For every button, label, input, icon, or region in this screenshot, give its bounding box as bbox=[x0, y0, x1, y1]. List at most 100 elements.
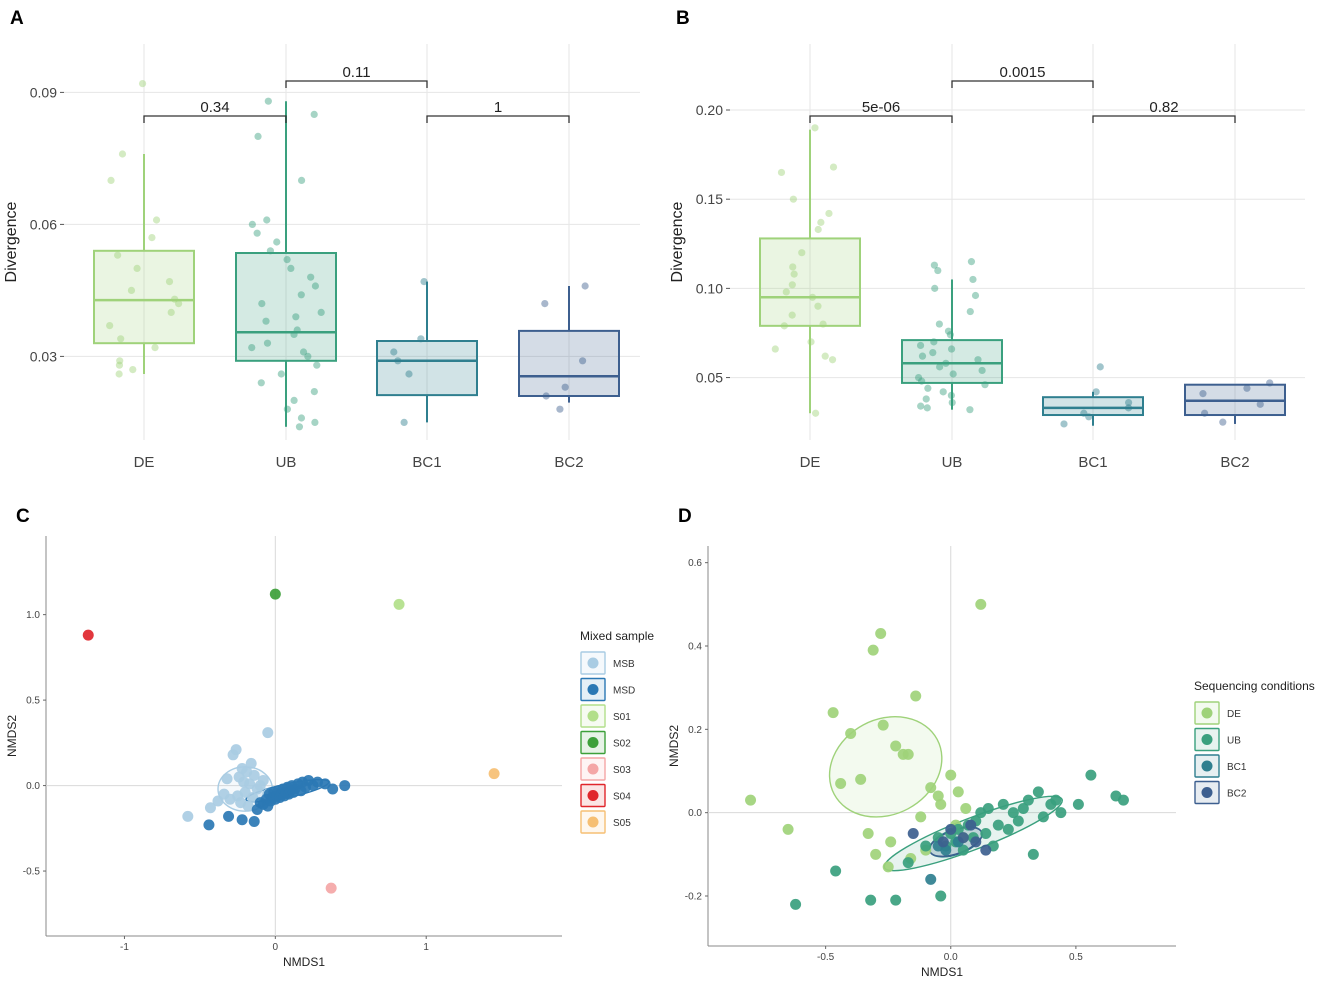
point-ub bbox=[902, 857, 914, 869]
ellipse-de bbox=[828, 716, 943, 818]
data-point bbox=[777, 168, 786, 177]
legend-label: S02 bbox=[613, 739, 631, 750]
x-tick-label: DE bbox=[800, 454, 821, 471]
point-de bbox=[915, 811, 927, 823]
data-point bbox=[578, 357, 587, 365]
data-point bbox=[971, 291, 980, 300]
data-point bbox=[923, 404, 931, 412]
legend-label: MSB bbox=[613, 659, 635, 670]
x-tick-label: -0.5 bbox=[817, 952, 835, 963]
data-point bbox=[966, 307, 974, 316]
data-point bbox=[417, 335, 425, 343]
box-bc1 bbox=[1042, 396, 1144, 417]
data-point bbox=[966, 406, 974, 414]
data-point bbox=[581, 282, 589, 290]
data-point bbox=[116, 357, 124, 365]
point-de bbox=[835, 778, 847, 789]
point-de bbox=[855, 773, 867, 785]
point-msd bbox=[339, 780, 351, 792]
point-msd bbox=[236, 814, 248, 826]
data-point bbox=[771, 345, 779, 353]
panel-b-plot: 0.05 0.10 0.15 0.20 DE UB BC1 BC2 Divergence 5e-0… bbox=[669, 44, 1305, 471]
point-bc1 bbox=[940, 844, 952, 856]
point-bc2 bbox=[937, 836, 949, 848]
point-ub bbox=[1050, 794, 1062, 806]
data-point bbox=[811, 124, 819, 132]
x-tick-label: UB bbox=[276, 454, 297, 471]
point-s04 bbox=[82, 629, 94, 641]
data-point bbox=[311, 418, 319, 426]
data-point bbox=[263, 339, 272, 347]
data-point bbox=[266, 247, 275, 255]
panel-d-plot: -0.5 0.0 0.5 -0.2 0.0 0.2 0.4 0.6 NMDS1 NMDS2 Sequ… bbox=[667, 546, 1315, 979]
significance-bracket bbox=[426, 115, 570, 123]
x-tick-label: 1 bbox=[423, 942, 429, 953]
data-point bbox=[248, 344, 256, 352]
y-tick-label: 0.20 bbox=[696, 102, 723, 118]
point-de bbox=[925, 782, 937, 794]
x-tick-label: 0.5 bbox=[1069, 952, 1083, 963]
data-point bbox=[1266, 379, 1274, 387]
data-point bbox=[311, 282, 320, 290]
x-tick-label: DE bbox=[134, 454, 155, 471]
data-point bbox=[981, 381, 989, 389]
point-de bbox=[875, 628, 887, 639]
data-point bbox=[974, 356, 982, 364]
data-point bbox=[129, 366, 137, 374]
data-point bbox=[1256, 400, 1264, 408]
data-point bbox=[922, 395, 930, 403]
y-axis-label: Divergence bbox=[3, 201, 20, 282]
data-point bbox=[394, 357, 402, 365]
point-de bbox=[862, 828, 874, 839]
data-point bbox=[287, 264, 295, 272]
x-tick-label: BC1 bbox=[412, 454, 441, 471]
data-point bbox=[780, 322, 788, 330]
y-tick-label: 0.0 bbox=[26, 781, 40, 792]
panel-label-d: D bbox=[678, 506, 692, 527]
point-msb bbox=[204, 802, 216, 814]
data-point bbox=[825, 209, 833, 218]
significance-bracket bbox=[285, 80, 428, 88]
data-point bbox=[115, 361, 124, 369]
data-point bbox=[828, 356, 837, 364]
data-point bbox=[400, 418, 408, 426]
point-de bbox=[845, 728, 857, 739]
y-tick-label: 0.06 bbox=[30, 216, 57, 232]
point-bc2 bbox=[945, 823, 957, 835]
data-point bbox=[561, 383, 569, 391]
x-tick-label: 0.0 bbox=[944, 952, 958, 963]
data-point bbox=[914, 373, 923, 382]
x-axis-label: NMDS1 bbox=[283, 955, 325, 969]
point-msb bbox=[221, 773, 233, 785]
y-tick-label: 0.2 bbox=[688, 725, 702, 736]
p-value-label: 5e-06 bbox=[862, 99, 900, 116]
data-point bbox=[115, 370, 123, 378]
data-point bbox=[1124, 404, 1133, 412]
legend-label: S04 bbox=[613, 792, 631, 803]
point-ub bbox=[992, 819, 1004, 831]
x-axis-label: NMDS1 bbox=[921, 965, 963, 979]
data-point bbox=[789, 195, 797, 203]
data-point bbox=[254, 132, 262, 140]
data-point bbox=[1080, 409, 1088, 417]
point-de bbox=[867, 644, 879, 656]
y-tick-label: 0.5 bbox=[26, 696, 40, 707]
box-de bbox=[759, 237, 861, 327]
data-point bbox=[290, 330, 298, 338]
data-point bbox=[556, 405, 564, 413]
data-point bbox=[541, 300, 549, 308]
point-s02 bbox=[269, 588, 281, 600]
significance-bracket bbox=[1092, 115, 1236, 123]
data-point bbox=[782, 288, 790, 296]
legend-label: S01 bbox=[613, 712, 631, 723]
point-ub bbox=[980, 828, 992, 839]
p-value-label: 0.11 bbox=[342, 64, 370, 81]
box-de bbox=[93, 249, 195, 345]
data-point bbox=[292, 313, 300, 321]
x-tick-label: BC1 bbox=[1078, 454, 1107, 471]
data-point bbox=[1085, 413, 1093, 421]
significance-bracket bbox=[809, 115, 953, 123]
point-de bbox=[870, 848, 882, 860]
point-de bbox=[935, 798, 947, 810]
y-tick-label: 0.10 bbox=[696, 280, 723, 296]
